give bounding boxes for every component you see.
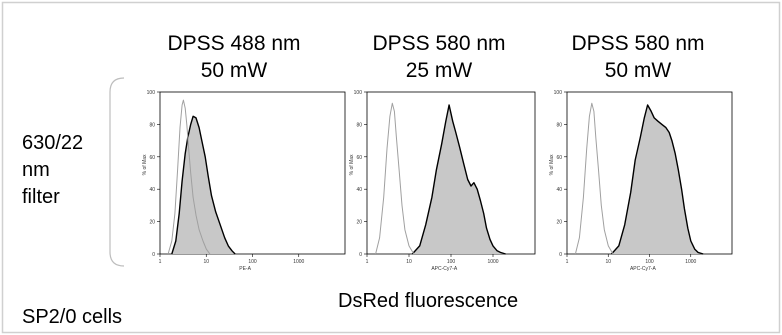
row-bracket	[109, 77, 125, 267]
y-tick-label: 20	[356, 220, 362, 226]
y-tick-label: 0	[559, 252, 562, 258]
column-title-2-line2: 25 mW	[405, 59, 473, 82]
y-tick-label: 20	[149, 220, 155, 226]
y-tick-label: 80	[356, 122, 362, 128]
x-tick-label: 100	[248, 259, 257, 265]
panel-1: 0 20 40 60 80 100 1 10 100 1000 PE-A % of Max	[142, 90, 346, 272]
panel-2: 0 20 40 60 80 100 1 10 100 1000 APC-Cy7-A % of Max	[349, 90, 536, 272]
y-tick-label: 60	[149, 155, 155, 161]
column-title-2-line1: DPSS 580 nm	[372, 32, 506, 55]
column-title-3-line1: DPSS 580 nm	[571, 32, 705, 55]
positive-histogram-line	[610, 104, 704, 255]
x-axis-title: PE-A	[239, 266, 251, 272]
x-tick-label: 1	[366, 259, 369, 265]
y-tick-label: 60	[556, 155, 562, 161]
x-tick-label: 10	[203, 259, 209, 265]
y-tick-label: 100	[554, 90, 563, 96]
row-label: 630/22 nm filter	[22, 130, 83, 211]
negative-control-line	[167, 99, 211, 255]
positive-histogram-fill	[412, 105, 506, 254]
y-axis-title: % of Max	[349, 154, 355, 175]
y-tick-label: 0	[152, 252, 155, 258]
positive-histogram-fill	[611, 105, 704, 254]
x-tick-label: 100	[645, 259, 654, 265]
positive-histogram-fill	[171, 116, 236, 254]
panel-3: 0 20 40 60 80 100 1 10 100 1000 APC-Cy7-A % of Max	[549, 90, 733, 272]
column-title-2: DPSS 580 nm 25 mW	[339, 30, 539, 84]
x-tick-label: 10	[605, 259, 611, 265]
row-label-line3: filter	[22, 186, 60, 208]
column-title-1-line1: DPSS 488 nm	[167, 32, 301, 55]
row-label-line1: 630/22	[22, 132, 84, 154]
negative-control-line	[375, 102, 415, 255]
row-label-line2: nm	[22, 159, 50, 181]
y-tick-label: 80	[556, 122, 562, 128]
y-tick-label: 60	[356, 155, 362, 161]
x-tick-label: 1	[159, 259, 162, 265]
column-title-3-line2: 50 mW	[604, 59, 672, 82]
y-tick-label: 0	[359, 252, 362, 258]
column-title-1: DPSS 488 nm 50 mW	[134, 30, 334, 84]
x-axis-title: APC-Cy7-A	[630, 266, 657, 272]
y-axis-title: % of Max	[142, 154, 148, 175]
column-title-3: DPSS 580 nm 50 mW	[538, 30, 738, 84]
y-tick-label: 40	[149, 187, 155, 193]
x-tick-label: 100	[447, 259, 456, 265]
x-tick-label: 1000	[293, 259, 304, 265]
x-tick-label: 1	[566, 259, 569, 265]
column-title-1-line2: 50 mW	[200, 59, 268, 82]
y-tick-label: 100	[354, 90, 363, 96]
y-tick-label: 80	[149, 122, 155, 128]
x-tick-label: 1000	[685, 259, 696, 265]
x-axis-title: APC-Cy7-A	[431, 266, 458, 272]
y-axis-title: % of Max	[549, 154, 555, 175]
negative-control-line	[574, 102, 614, 255]
x-tick-label: 1000	[487, 259, 498, 265]
x-tick-label: 10	[406, 259, 412, 265]
y-tick-label: 100	[147, 90, 156, 96]
positive-histogram-line	[171, 115, 236, 255]
y-tick-label: 40	[356, 187, 362, 193]
y-tick-label: 20	[556, 220, 562, 226]
x-axis-label: DsRed fluorescence	[338, 290, 519, 312]
y-tick-label: 40	[556, 187, 562, 193]
cell-label: SP2/0 cells	[22, 306, 123, 328]
positive-histogram-line	[411, 104, 506, 255]
